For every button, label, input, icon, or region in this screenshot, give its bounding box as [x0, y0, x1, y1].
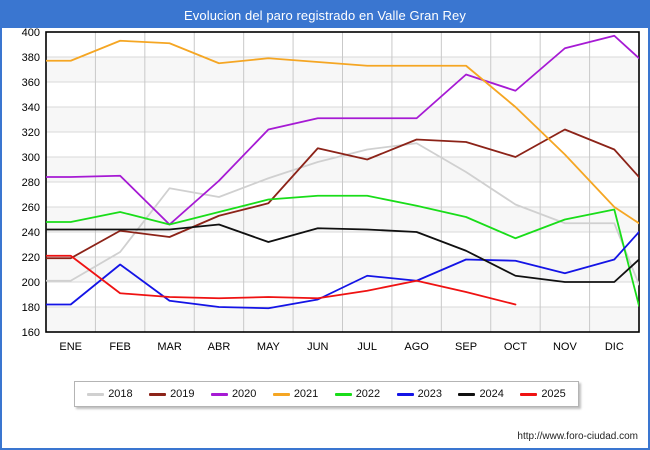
- legend-label: 2024: [479, 388, 504, 400]
- x-axis-tick-label: JUN: [307, 341, 328, 353]
- watermark-url: http://www.foro-ciudad.com: [517, 431, 638, 442]
- x-axis-tick-label: JUL: [357, 341, 377, 353]
- x-axis-tick-label: DIC: [605, 341, 624, 353]
- series-line-2019[interactable]: [46, 128, 639, 260]
- y-axis-tick-label: 340: [22, 102, 40, 114]
- y-axis-tick-label: 260: [22, 202, 40, 214]
- x-axis-tick-label: AGO: [404, 341, 429, 353]
- y-axis-tick-label: 200: [22, 277, 40, 289]
- x-axis-tick-label: ABR: [208, 341, 231, 353]
- legend-label: 2023: [417, 388, 443, 400]
- y-axis-tick-label: 160: [22, 327, 40, 339]
- series-line-2018[interactable]: [46, 142, 639, 286]
- series-line-2021[interactable]: [46, 39, 639, 225]
- legend-swatch-icon: [396, 392, 414, 396]
- y-axis-tick-label: 280: [22, 177, 40, 189]
- legend-label: 2018: [108, 388, 133, 400]
- legend-item-2025[interactable]: 2025: [520, 388, 566, 400]
- title-bar: Evolucion del paro registrado en Valle G…: [2, 2, 648, 28]
- y-axis-tick-label: 220: [22, 252, 40, 264]
- legend-swatch-icon: [520, 392, 538, 396]
- series-group: [46, 34, 639, 310]
- legend-label: 2020: [231, 388, 257, 400]
- y-axis-tick-label: 300: [22, 152, 40, 164]
- legend-label: 2021: [293, 388, 319, 400]
- legend-swatch-icon: [334, 392, 352, 396]
- legend-item-2022[interactable]: 2022: [334, 388, 381, 400]
- legend-item-2019[interactable]: 2019: [149, 388, 195, 400]
- series-line-2025[interactable]: [46, 254, 517, 306]
- plot-border: [45, 31, 640, 333]
- legend-item-2020[interactable]: 2020: [210, 388, 257, 400]
- legend-item-2021[interactable]: 2021: [272, 388, 319, 400]
- y-axis-tick-label: 240: [22, 227, 40, 239]
- legend-item-2023[interactable]: 2023: [396, 388, 443, 400]
- y-axis-tick-label: 400: [22, 28, 40, 39]
- y-axis-tick-label: 380: [22, 52, 40, 64]
- series-line-2023[interactable]: [46, 231, 639, 310]
- x-axis-tick-label: SEP: [455, 341, 477, 353]
- legend-swatch-icon: [210, 392, 228, 396]
- series-line-2024[interactable]: [46, 223, 639, 283]
- legend-swatch-icon: [272, 392, 290, 396]
- chart-legend: 2018 2019 2020 2021 2022 2023 2024 2025: [74, 381, 579, 407]
- x-axis-tick-label: MAR: [157, 341, 182, 353]
- series-line-2022[interactable]: [46, 194, 639, 307]
- x-axis-tick-label: OCT: [504, 341, 528, 353]
- series-line-2020[interactable]: [46, 34, 639, 226]
- x-axis-tick-label: MAY: [257, 341, 281, 353]
- page-title: Evolucion del paro registrado en Valle G…: [184, 7, 466, 23]
- legend-item-2024[interactable]: 2024: [458, 388, 504, 400]
- y-axis-tick-label: 320: [22, 127, 40, 139]
- line-chart: 400 380 360 340 320 300 280 260 240 220 200 180 160 E…: [22, 28, 640, 353]
- x-axis-tick-label: ENE: [59, 341, 82, 353]
- x-axis-tick-label: NOV: [553, 341, 578, 353]
- legend-swatch-icon: [458, 392, 476, 396]
- legend-label: 2019: [170, 388, 195, 400]
- y-axis-tick-label: 360: [22, 77, 40, 89]
- legend-label: 2022: [355, 388, 381, 400]
- y-axis-tick-label: 180: [22, 302, 40, 314]
- legend-swatch-icon: [87, 392, 105, 396]
- legend-label: 2025: [541, 388, 566, 400]
- legend-swatch-icon: [149, 392, 167, 396]
- x-axis-tick-label: FEB: [109, 341, 130, 353]
- legend-item-2018[interactable]: 2018: [87, 388, 133, 400]
